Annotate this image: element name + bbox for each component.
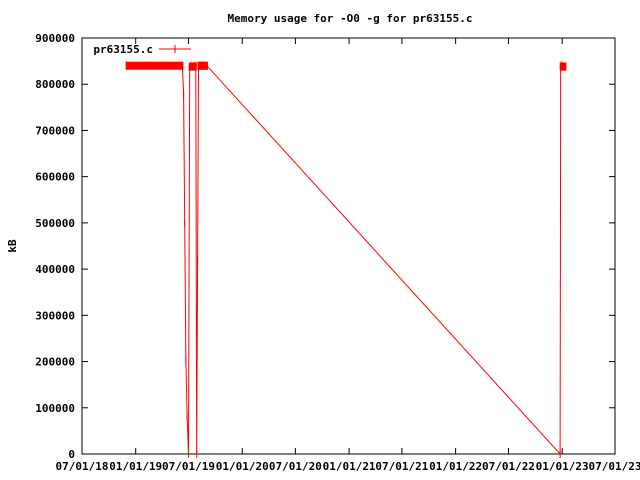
x-tick-label: 07/01/19 <box>162 460 215 473</box>
legend-label: pr63155.c <box>93 43 153 56</box>
x-tick-label: 07/01/20 <box>269 460 322 473</box>
y-tick-label: 800000 <box>35 78 75 91</box>
x-tick-label: 01/01/22 <box>429 460 482 473</box>
series-group <box>125 61 567 458</box>
series-line <box>126 65 566 456</box>
chart-title: Memory usage for -O0 -g for pr63155.c <box>227 12 472 25</box>
x-axis: 07/01/18 01/01/19 07/01/19 01/01/20 07/01/20… <box>56 38 640 473</box>
plot-frame <box>81 37 616 455</box>
x-tick-label: 01/01/20 <box>216 460 269 473</box>
y-tick-label: 400000 <box>35 263 75 276</box>
y-axis: 0 100000 200000 300000 400000 500000 600000 700… <box>35 32 615 461</box>
y-axis-label: kB <box>6 239 19 253</box>
y-tick-label: 900000 <box>35 32 75 45</box>
x-tick-label: 07/01/23 <box>589 460 640 473</box>
data-point-cluster <box>125 61 184 70</box>
x-tick-label: 01/01/19 <box>109 460 162 473</box>
x-tick-label: 01/01/21 <box>323 460 376 473</box>
x-tick-label: 07/01/21 <box>375 460 428 473</box>
x-tick-label: 01/01/23 <box>536 460 589 473</box>
legend: pr63155.c <box>93 43 191 56</box>
data-point-cluster <box>197 61 208 70</box>
data-point-cluster <box>188 62 197 71</box>
y-tick-label: 500000 <box>35 217 75 230</box>
y-tick-label: 100000 <box>35 402 75 415</box>
y-tick-label: 600000 <box>35 171 75 184</box>
x-tick-label: 07/01/18 <box>56 460 109 473</box>
data-point-cluster <box>559 62 567 71</box>
y-tick-label: 0 <box>68 448 75 461</box>
y-tick-label: 200000 <box>35 356 75 369</box>
y-tick-label: 700000 <box>35 124 75 137</box>
y-tick-label: 300000 <box>35 309 75 322</box>
x-tick-label: 07/01/22 <box>482 460 535 473</box>
